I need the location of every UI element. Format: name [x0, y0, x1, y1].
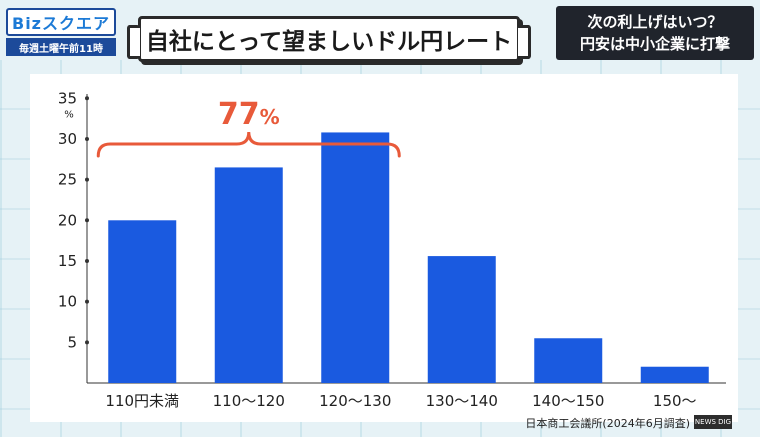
x-tick-label: 110〜120: [213, 392, 285, 410]
annotation-label: 77%: [218, 97, 280, 132]
bar: [427, 256, 496, 383]
news-badge: NEWS DIG: [694, 415, 732, 429]
side-caption: 次の利上げはいつ？ 円安は中小企業に打撃: [556, 6, 754, 60]
annotation-bracket: [96, 131, 401, 158]
y-tick-label: 25: [58, 171, 77, 189]
y-tick-label: 5: [67, 333, 77, 351]
y-tick-mark: [85, 258, 89, 263]
bar: [321, 132, 390, 383]
x-tick-label: 110円未満: [105, 392, 179, 410]
y-tick-mark: [85, 340, 89, 345]
bar: [214, 167, 283, 383]
y-tick-mark: [85, 177, 89, 182]
y-tick-label: 10: [58, 293, 77, 311]
chart-title-box: 自社にとって望ましいドル円レート: [127, 16, 531, 62]
bar: [640, 366, 709, 383]
logo-text: Bizスクエア: [12, 14, 110, 33]
y-tick-mark: [85, 218, 89, 223]
y-tick-label: 35: [58, 89, 77, 107]
x-tick-label: 150〜: [653, 392, 697, 410]
program-logo: Bizスクエア: [6, 8, 116, 36]
y-tick-mark: [85, 136, 89, 141]
y-tick-mark: [85, 299, 89, 304]
chart-title: 自社にとって望ましいドル円レート: [145, 29, 513, 55]
chart-panel: 5 10 15 20 25 30 35% 110円未満 110〜120 120〜130 130〜14…: [30, 74, 738, 422]
bar-chart: 5 10 15 20 25 30 35% 110円未満 110〜120 120〜130 130〜14…: [58, 89, 726, 410]
source-note: 日本商工会議所(2024年6月調査): [525, 417, 690, 430]
broadcast-schedule: 毎週土曜午前11時: [6, 38, 116, 56]
y-unit-label: %: [64, 109, 74, 120]
x-tick-label: 130〜140: [426, 392, 498, 410]
y-tick-mark: [85, 96, 89, 101]
y-tick-label: 15: [58, 252, 77, 270]
y-tick-label: 20: [58, 211, 77, 229]
y-tick-label: 30: [58, 130, 77, 148]
bar: [534, 338, 603, 383]
side-caption-line2: 円安は中小企業に打撃: [579, 35, 730, 53]
x-tick-label: 140〜150: [532, 392, 604, 410]
x-tick-label: 120〜130: [319, 392, 391, 410]
side-caption-line1: 次の利上げはいつ？: [587, 13, 723, 31]
bar: [108, 220, 177, 383]
